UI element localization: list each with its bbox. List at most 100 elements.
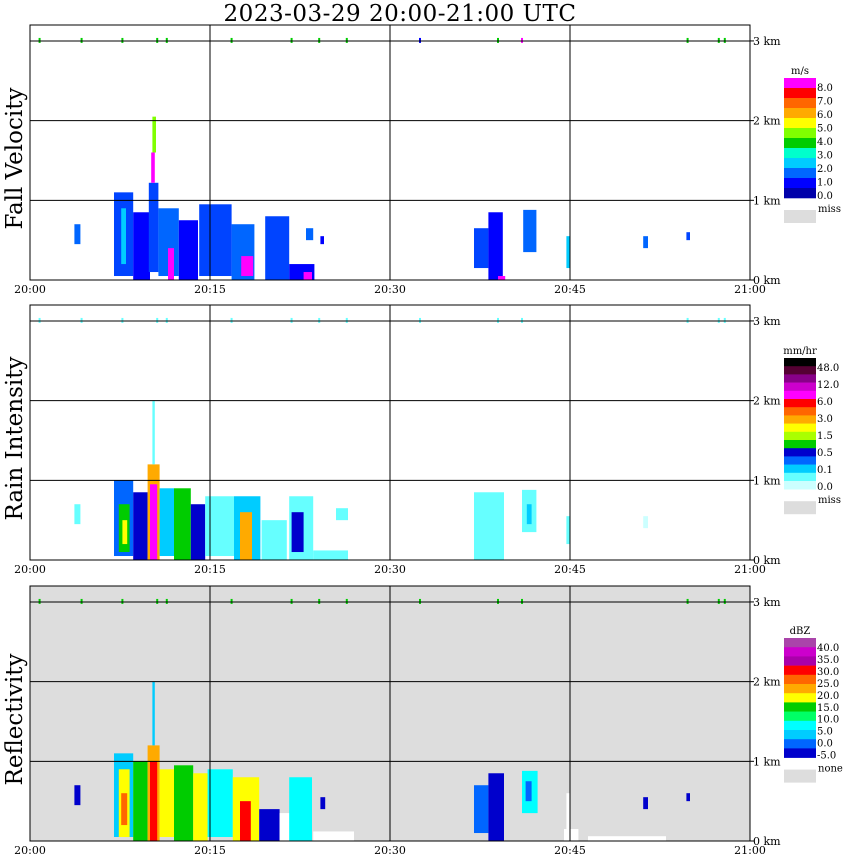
echo-block bbox=[159, 769, 174, 838]
echo-block bbox=[488, 773, 504, 841]
panel-ylabel: Fall Velocity bbox=[2, 88, 28, 230]
legend-label: 15.0 bbox=[817, 703, 839, 714]
legend-swatch bbox=[784, 739, 816, 749]
panel-ylabel: Rain Intensity bbox=[2, 356, 28, 520]
x-tick-label: 20:15 bbox=[194, 283, 226, 296]
echo-block bbox=[152, 400, 155, 465]
echo-block bbox=[289, 777, 312, 841]
legend-swatch bbox=[784, 128, 816, 139]
legend-swatch bbox=[784, 693, 816, 703]
legend-swatch bbox=[784, 382, 816, 392]
echo-block bbox=[643, 236, 648, 249]
panel-rain: 0 km 1 km 2 km 3 km 20:00 20:15 20:30 20:45 21:0… bbox=[2, 304, 841, 576]
legend-swatch bbox=[784, 78, 816, 89]
echo-block bbox=[474, 492, 504, 560]
echo-block bbox=[313, 831, 354, 841]
legend-unit: dBZ bbox=[790, 626, 811, 637]
echo-block bbox=[174, 765, 194, 841]
echo-block bbox=[133, 761, 148, 841]
y-tick-label: 3 km bbox=[753, 596, 781, 609]
legend-label: 6.0 bbox=[817, 397, 833, 408]
y-tick-label: 1 km bbox=[753, 755, 781, 768]
legend-swatch bbox=[784, 108, 816, 119]
x-tick-label: 20:15 bbox=[194, 844, 226, 857]
y-tick-label: 1 km bbox=[753, 194, 781, 207]
legend-swatch bbox=[784, 656, 816, 666]
echo-block bbox=[306, 228, 314, 241]
legend-swatch bbox=[784, 748, 816, 758]
x-tick-label: 20:45 bbox=[554, 283, 586, 296]
echo-block bbox=[265, 216, 290, 280]
legend-label: 20.0 bbox=[817, 691, 839, 702]
panel-ylabel: Reflectivity bbox=[2, 654, 28, 786]
echo-block bbox=[159, 488, 174, 557]
x-tick-label: 20:00 bbox=[14, 283, 46, 296]
x-tick-label: 21:00 bbox=[734, 844, 766, 857]
panel-refl: 0 km 1 km 2 km 3 km 20:00 20:15 20:30 20:45 21:0… bbox=[2, 585, 843, 857]
legend-label: 0.0 bbox=[817, 191, 833, 202]
legend-swatch bbox=[784, 158, 816, 169]
echo-block bbox=[259, 809, 280, 841]
x-tick-label: 20:30 bbox=[374, 844, 406, 857]
legend-swatch bbox=[784, 440, 816, 449]
echo-block bbox=[133, 212, 150, 280]
legend-label: 12.0 bbox=[817, 380, 839, 391]
echo-block bbox=[174, 488, 191, 560]
legend-swatch bbox=[784, 168, 816, 179]
legend-label: 10.0 bbox=[817, 715, 839, 726]
y-tick-label: 0 km bbox=[753, 274, 781, 287]
echo-block bbox=[133, 492, 148, 560]
x-tick-label: 20:30 bbox=[374, 283, 406, 296]
legend-swatch bbox=[784, 730, 816, 740]
echo-block bbox=[526, 504, 532, 525]
echo-block bbox=[498, 276, 506, 280]
echo-block bbox=[291, 512, 304, 553]
x-tick-label: 20:45 bbox=[554, 563, 586, 576]
echo-block bbox=[190, 504, 206, 560]
legend-swatch bbox=[784, 456, 816, 465]
echo-block bbox=[488, 212, 503, 280]
echo-block bbox=[168, 248, 174, 280]
legend-swatch bbox=[784, 702, 816, 712]
legend-label: -5.0 bbox=[817, 751, 836, 762]
echo-block bbox=[151, 152, 155, 183]
legend-swatch bbox=[784, 647, 816, 657]
legend-miss-swatch bbox=[784, 769, 816, 783]
y-tick-label: 2 km bbox=[753, 395, 781, 408]
legend-swatch bbox=[784, 638, 816, 648]
x-tick-label: 20:00 bbox=[14, 563, 46, 576]
echo-block bbox=[686, 232, 690, 241]
echo-block bbox=[150, 484, 158, 560]
legend-label: 3.0 bbox=[817, 151, 833, 162]
x-tick-label: 20:45 bbox=[554, 844, 586, 857]
legend-label: 1.5 bbox=[817, 431, 833, 442]
echo-block bbox=[320, 797, 326, 810]
legend-swatch bbox=[784, 711, 816, 722]
legend-label: 5.0 bbox=[817, 124, 833, 135]
echo-block bbox=[121, 208, 126, 265]
plot-frame bbox=[29, 24, 751, 281]
echo-block bbox=[588, 836, 666, 841]
echo-block bbox=[566, 516, 570, 545]
legend-swatch bbox=[784, 665, 816, 676]
echo-block bbox=[241, 256, 254, 277]
legend-swatch bbox=[784, 148, 816, 159]
legend-miss-label: none bbox=[818, 764, 843, 775]
legend-label: 5.0 bbox=[817, 727, 833, 738]
x-tick-label: 21:00 bbox=[734, 283, 766, 296]
legend-swatch bbox=[784, 464, 816, 474]
echo-block bbox=[74, 224, 81, 245]
echo-block bbox=[643, 797, 648, 810]
echo-block bbox=[320, 236, 324, 245]
echo-block bbox=[178, 220, 198, 280]
legend-label: 48.0 bbox=[817, 363, 839, 374]
echo-block bbox=[199, 204, 232, 277]
echo-block bbox=[474, 228, 489, 269]
legend-label: 2.0 bbox=[817, 164, 833, 175]
echo-block bbox=[566, 793, 570, 830]
echo-block bbox=[261, 520, 287, 560]
legend-swatch bbox=[784, 415, 816, 424]
legend-swatch bbox=[784, 448, 816, 457]
legend-label: 7.0 bbox=[817, 97, 833, 108]
